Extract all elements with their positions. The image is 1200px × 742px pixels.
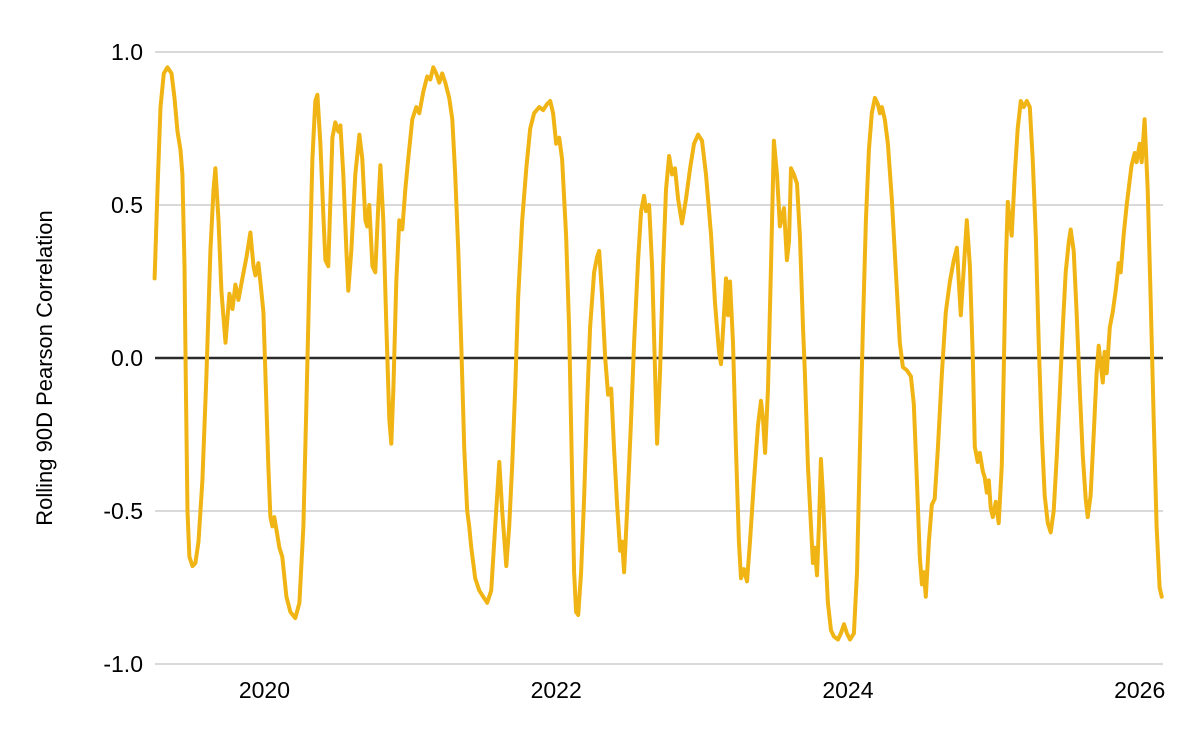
x-tick-label: 2022 [530, 677, 582, 703]
y-tick-label: 0.5 [111, 192, 143, 218]
x-tick-label: 2024 [822, 677, 874, 703]
series-line-rolling-90d-pearson-correlation [152, 65, 1164, 642]
x-tick-label: 2020 [238, 677, 290, 703]
x-tick-label: 2026 [1114, 677, 1166, 703]
y-tick-label: -1.0 [103, 651, 143, 677]
y-tick-label: 1.0 [111, 39, 143, 65]
y-tick-label: -0.5 [103, 498, 143, 524]
y-tick-label: 0.0 [111, 345, 143, 371]
